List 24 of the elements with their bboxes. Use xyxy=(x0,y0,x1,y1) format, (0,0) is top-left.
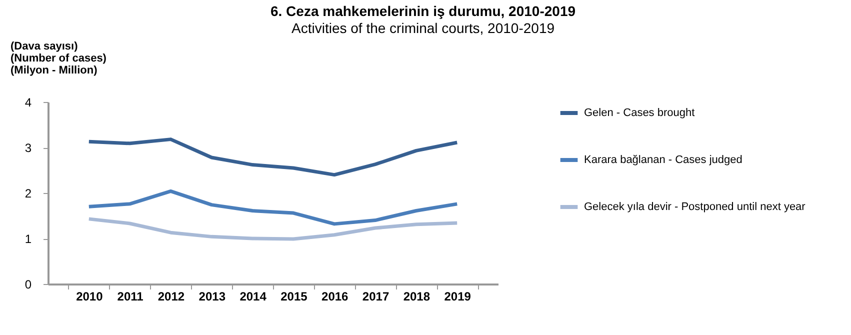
x-tick-label: 2017 xyxy=(362,290,390,304)
x-tick-label: 2010 xyxy=(76,290,104,304)
x-tick-label: 2014 xyxy=(240,290,267,304)
y-tick-label: 0 xyxy=(24,278,32,292)
x-tick-label: 2018 xyxy=(403,290,430,304)
y-axis-title: (Dava sayısı) (Number of cases) (Milyon - Million) xyxy=(10,40,107,76)
line-series xyxy=(87,189,459,226)
chart-title: 6. Ceza mahkemelerinin iş durumu, 2010-2019 xyxy=(270,3,576,19)
y-tick-label: 4 xyxy=(24,96,32,110)
chart-subtitle: Activities of the criminal courts, 2010-2019 xyxy=(291,20,555,36)
x-tick-label: 2015 xyxy=(280,290,308,304)
x-tick-label: 2019 xyxy=(444,290,472,304)
legend-label: Karara bağlanan - Cases judged xyxy=(584,154,742,166)
x-tick-label: 2016 xyxy=(322,290,349,304)
y-tick-label: 3 xyxy=(24,141,32,155)
legend-label: Gelen - Cases brought xyxy=(584,107,695,119)
legend-label: Gelecek yıla devir - Postponed until next year xyxy=(584,201,806,213)
y-tick-label: 1 xyxy=(24,232,32,246)
x-tick-label: 2011 xyxy=(117,290,144,304)
x-tick-label: 2013 xyxy=(198,290,226,304)
line-series xyxy=(87,138,459,177)
y-tick-label: 2 xyxy=(24,186,32,200)
line-series xyxy=(87,217,459,241)
x-tick-label: 2012 xyxy=(158,290,185,304)
